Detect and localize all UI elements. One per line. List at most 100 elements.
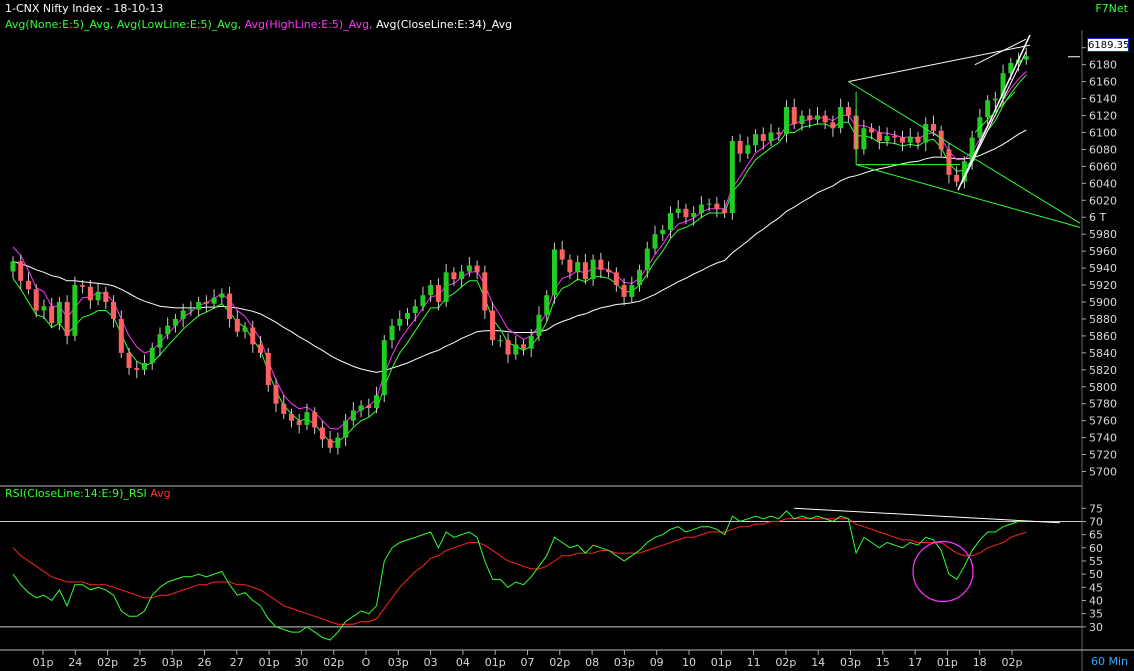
candle-body — [319, 427, 325, 440]
rsi-tick-label: 75 — [1089, 502, 1103, 515]
x-tick-label: 02p — [97, 656, 118, 669]
x-tick-label: 09 — [650, 656, 664, 669]
candle-body — [234, 318, 240, 332]
x-tick-label: 25 — [133, 656, 147, 669]
candle-body — [876, 132, 882, 141]
candle-body — [41, 306, 47, 311]
candle-body — [892, 135, 898, 138]
candle-body — [861, 128, 867, 150]
price-tick-label: 6040 — [1089, 177, 1117, 190]
x-tick-label: 27 — [230, 656, 244, 669]
candle-body — [18, 261, 24, 281]
legend-high-ema5: Avg(HighLine:E:5)_Avg, — [244, 18, 373, 31]
x-tick-label: 02p — [549, 656, 570, 669]
candle-body — [196, 302, 202, 310]
price-tick-label: 5980 — [1089, 228, 1117, 241]
candle-body — [227, 293, 233, 319]
price-tick-label: 6140 — [1089, 93, 1117, 106]
candle-body — [822, 115, 828, 123]
rsi-circle-annotation — [912, 540, 974, 603]
candle-body — [265, 352, 271, 386]
candle-body — [915, 136, 921, 143]
candle-body — [412, 306, 418, 314]
candle-body — [637, 269, 643, 286]
rsi-tick-label: 65 — [1089, 529, 1103, 542]
candle-body — [134, 368, 140, 370]
rsi-line — [12, 510, 1027, 641]
x-tick-label: 01p — [711, 656, 732, 669]
x-tick-label: 03p — [614, 656, 635, 669]
x-tick-label: 02p — [1002, 656, 1023, 669]
candle-body — [598, 259, 604, 270]
candle-body — [737, 140, 743, 154]
chart-title: 1-CNX Nifty Index - 18-10-13 — [5, 2, 164, 15]
rsi-tick-label: 60 — [1089, 542, 1103, 555]
candle-body — [776, 132, 782, 135]
candle-body — [64, 302, 70, 336]
candle-body — [141, 363, 147, 370]
candle-body — [397, 318, 403, 326]
candle-body — [211, 297, 217, 304]
candle-body — [621, 285, 627, 297]
legend-ema5: Avg(None:E:5)_Avg, — [5, 18, 114, 31]
candle-body — [907, 136, 913, 143]
candle-body — [250, 327, 256, 345]
candle-body — [428, 285, 434, 296]
candle-body — [443, 272, 449, 302]
x-tick-label: 01p — [937, 656, 958, 669]
interval-label: 60 Min — [1090, 655, 1128, 668]
price-tick-label: 6020 — [1089, 194, 1117, 207]
price-tick-label: 5860 — [1089, 330, 1117, 343]
candle-body — [335, 437, 341, 448]
price-tick-label: 5920 — [1089, 279, 1117, 292]
price-tick-label: 6 T — [1089, 211, 1106, 224]
candle-body — [869, 128, 875, 133]
channel-line-d — [974, 38, 1027, 66]
candle-body — [691, 213, 697, 218]
candle-body — [126, 352, 132, 369]
candle-body — [667, 213, 673, 230]
x-tick-label: 03p — [388, 656, 409, 669]
candle-body — [33, 289, 39, 311]
candle-body — [582, 262, 588, 280]
candle-body — [49, 306, 55, 324]
candle-body — [157, 334, 163, 348]
candle-body — [80, 285, 86, 287]
price-tick-label: 5760 — [1089, 415, 1117, 428]
candle-body — [845, 107, 851, 116]
price-tick-label: 6160 — [1089, 76, 1117, 89]
candle-body — [613, 272, 619, 286]
candle-body — [327, 439, 333, 448]
x-tick-label: 30 — [294, 656, 308, 669]
candle-body — [25, 280, 31, 290]
candle-body — [729, 140, 735, 213]
candle-body — [559, 249, 565, 260]
x-tick-label: 08 — [585, 656, 599, 669]
candle-body — [497, 340, 503, 342]
candle-body — [1000, 73, 1006, 99]
candle-body — [288, 413, 294, 421]
candle-body — [644, 248, 650, 270]
candle-body — [103, 291, 109, 302]
candle-body — [358, 405, 364, 411]
x-tick-label: 03p — [840, 656, 861, 669]
candle-body — [296, 420, 302, 425]
candle-body — [165, 325, 171, 335]
rsi-tick-label: 50 — [1089, 568, 1103, 581]
channel-line-b — [961, 51, 1027, 184]
candle-body — [938, 130, 944, 150]
candle-body — [56, 302, 62, 324]
candle-body — [180, 310, 186, 319]
candle-body — [590, 259, 596, 280]
candle-body — [482, 272, 488, 311]
candle-body — [95, 291, 101, 301]
candle-body — [961, 161, 967, 182]
axes: 5700 5720 5740 5760 5780 5800 5820 5840 5860 5880… — [0, 30, 1134, 671]
candle-body — [466, 265, 472, 272]
brand-label: F7Net — [1095, 2, 1128, 15]
rsi-avg-label: Avg — [150, 487, 171, 500]
candle-body — [72, 285, 78, 336]
candle-body — [1008, 62, 1014, 74]
candle-body — [188, 309, 194, 311]
